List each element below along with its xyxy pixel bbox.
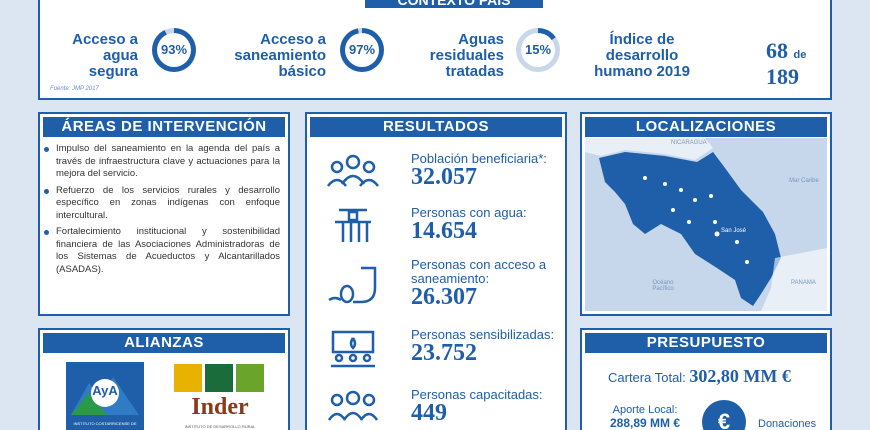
sanitation-percent-ring: 97% — [340, 28, 384, 72]
alliances-panel: ALIANZAS AyA INSTITUTO COSTARRICENSE DE … — [38, 328, 290, 430]
donations-label: Donaciones — [758, 418, 817, 430]
water-tap-icon — [335, 208, 371, 242]
context-title: CONTEXTO PAÍS — [365, 0, 543, 8]
map-label-caribbean: Mar Caribe — [789, 178, 819, 184]
result-label-water: Personas con agua: — [411, 205, 527, 220]
result-label-beneficiaries: Población beneficiaria*: — [411, 151, 547, 166]
bullet-icon — [44, 188, 49, 194]
map-label-san-jose: San José — [721, 228, 747, 234]
results-panel: RESULTADOS Población beneficiaria*: 32.0… — [305, 112, 567, 430]
map-label-panama: PANAMA — [791, 280, 816, 286]
training-screen-icon — [331, 330, 375, 368]
hdi-rank: 68 de 189 — [766, 38, 807, 89]
stat-label-hdi: Índice de desarrollo humano 2019 — [594, 31, 690, 80]
certified-people-icon — [327, 390, 379, 421]
areas-title: ÁREAS DE INTERVENCIÓN — [43, 117, 285, 137]
budget-title: PRESUPUESTO — [585, 333, 827, 353]
result-label-sanitation: Personas con acceso a saneamiento: — [411, 257, 547, 286]
costa-rica-map-icon — [205, 364, 233, 392]
map-label-nicaragua: NICARAGUA — [671, 140, 707, 146]
areas-list: Impulso del saneamiento en la agenda del… — [40, 137, 288, 276]
total-portfolio: Cartera Total: 302,80 MM € — [608, 366, 791, 386]
local-contribution: Aporte Local: 288,89 MM € — [610, 404, 681, 430]
leaf-icon — [236, 364, 264, 392]
stat-label-wastewater: Aguas residuales tratadas — [429, 31, 504, 80]
locations-panel: LOCALIZACIONES NICARAGUA Mar Caribe San … — [580, 112, 832, 316]
alliances-title: ALIANZAS — [43, 333, 285, 353]
inder-logo: Inder INSTITUTO DE DESARROLLO RURAL — [174, 364, 270, 430]
inder-person-icon — [174, 364, 202, 392]
aya-logo: AyA INSTITUTO COSTARRICENSE DE — [66, 362, 144, 430]
result-value-trained: 449 — [411, 400, 447, 426]
locations-title: LOCALIZACIONES — [585, 117, 827, 137]
bullet-icon — [44, 230, 49, 235]
aya-mountain-icon — [71, 377, 139, 415]
list-item: Fortalecimiento institucional y sostenib… — [44, 226, 280, 276]
wastewater-percent-ring: 15% — [516, 28, 560, 72]
budget-panel: PRESUPUESTO Cartera Total: 302,80 MM € A… — [580, 328, 832, 430]
result-value-beneficiaries: 32.057 — [411, 164, 477, 190]
water-percent-ring: 93% — [152, 28, 196, 72]
list-item: Impulso del saneamiento en la agenda del… — [44, 143, 280, 181]
intervention-areas-panel: ÁREAS DE INTERVENCIÓN Impulso del saneam… — [38, 112, 290, 316]
euro-icon: € — [702, 400, 746, 430]
result-value-water: 14.654 — [411, 218, 477, 244]
list-item: Refuerzo de los servicios rurales y desa… — [44, 185, 280, 223]
sewer-pipe-icon — [328, 266, 377, 304]
country-shape — [585, 138, 827, 311]
results-title: RESULTADOS — [310, 117, 562, 137]
people-group-icon — [327, 154, 379, 187]
result-value-sanitation: 26.307 — [411, 284, 477, 310]
stat-label-sanitation: Acceso a saneamiento básico — [234, 31, 326, 80]
context-panel: CONTEXTO PAÍS Acceso a agua segura 93% A… — [38, 0, 832, 100]
stat-label-water: Acceso a agua segura — [72, 31, 138, 80]
result-label-trained: Personas capacitadas: — [411, 387, 543, 402]
result-label-sensitized: Personas sensibilizadas: — [411, 327, 555, 342]
result-value-sensitized: 23.752 — [411, 340, 477, 366]
costa-rica-map: NICARAGUA Mar Caribe San José Océano Pac… — [585, 138, 827, 311]
source-note: Fuente: JMP 2017 — [50, 86, 99, 92]
bullet-icon — [44, 147, 49, 152]
map-label-pacific: Océano Pacífico — [652, 280, 674, 292]
